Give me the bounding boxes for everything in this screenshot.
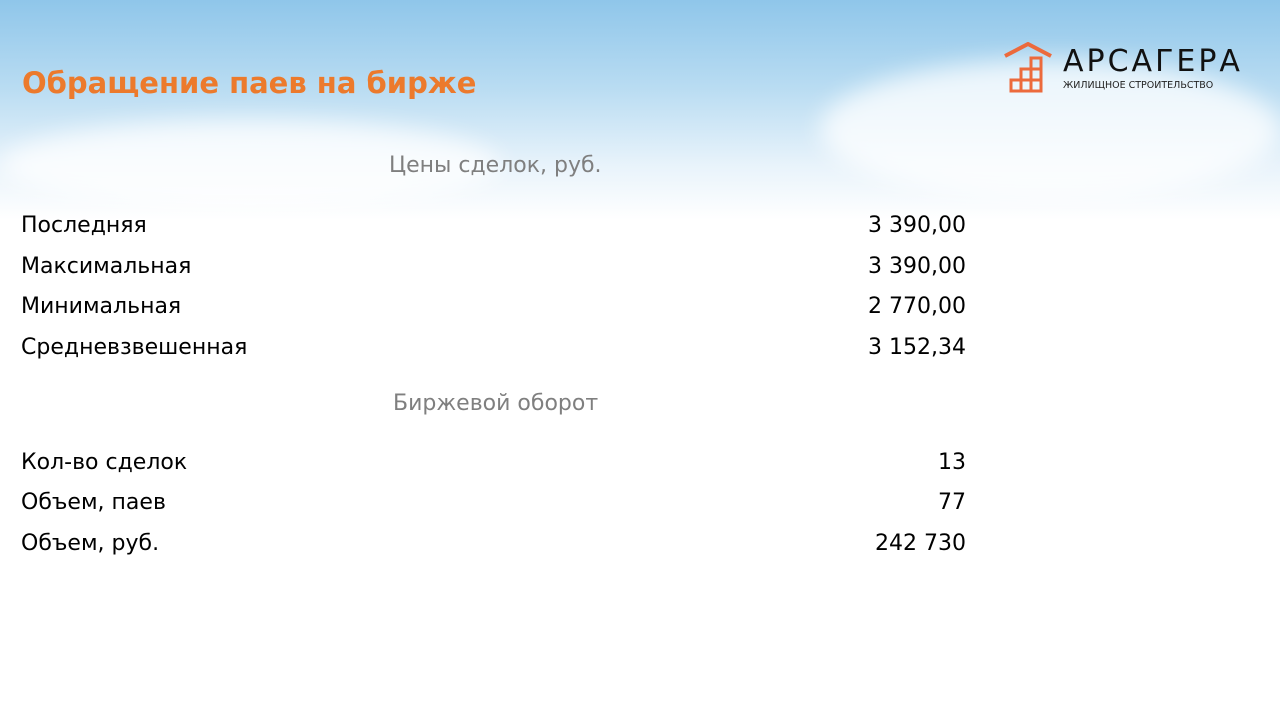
turnover-row: Объем, паев 77 — [21, 490, 966, 515]
price-row: Последняя 3 390,00 — [21, 213, 966, 238]
row-value: 3 390,00 — [868, 213, 966, 238]
row-label: Средневзвешенная — [21, 335, 248, 360]
price-row: Средневзвешенная 3 152,34 — [21, 335, 966, 360]
logo-name: АРСАГЕРА — [1063, 44, 1243, 79]
row-value: 3 152,34 — [868, 335, 966, 360]
turnover-row: Объем, руб. 242 730 — [21, 531, 966, 556]
row-label: Объем, руб. — [21, 531, 160, 556]
row-value: 3 390,00 — [868, 254, 966, 279]
row-value: 2 770,00 — [868, 294, 966, 319]
logo: АРСАГЕРА ЖИЛИЩНОЕ СТРОИТЕЛЬСТВО — [1003, 41, 1243, 94]
row-value: 242 730 — [875, 531, 966, 556]
page-title: Обращение паев на бирже — [22, 66, 477, 100]
row-value: 13 — [938, 450, 966, 475]
price-row: Минимальная 2 770,00 — [21, 294, 966, 319]
logo-tagline: ЖИЛИЩНОЕ СТРОИТЕЛЬСТВО — [1063, 80, 1214, 91]
sky-background — [0, 0, 1280, 220]
row-label: Объем, паев — [21, 490, 166, 515]
row-label: Последняя — [21, 213, 147, 238]
row-label: Минимальная — [21, 294, 182, 319]
turnover-row: Кол-во сделок 13 — [21, 450, 966, 475]
row-label: Максимальная — [21, 254, 192, 279]
price-row: Максимальная 3 390,00 — [21, 254, 966, 279]
prices-heading: Цены сделок, руб. — [389, 153, 602, 178]
turnover-heading: Биржевой оборот — [393, 391, 599, 416]
row-value: 77 — [938, 490, 966, 515]
row-label: Кол-во сделок — [21, 450, 188, 475]
house-logo-icon — [1004, 41, 1052, 93]
